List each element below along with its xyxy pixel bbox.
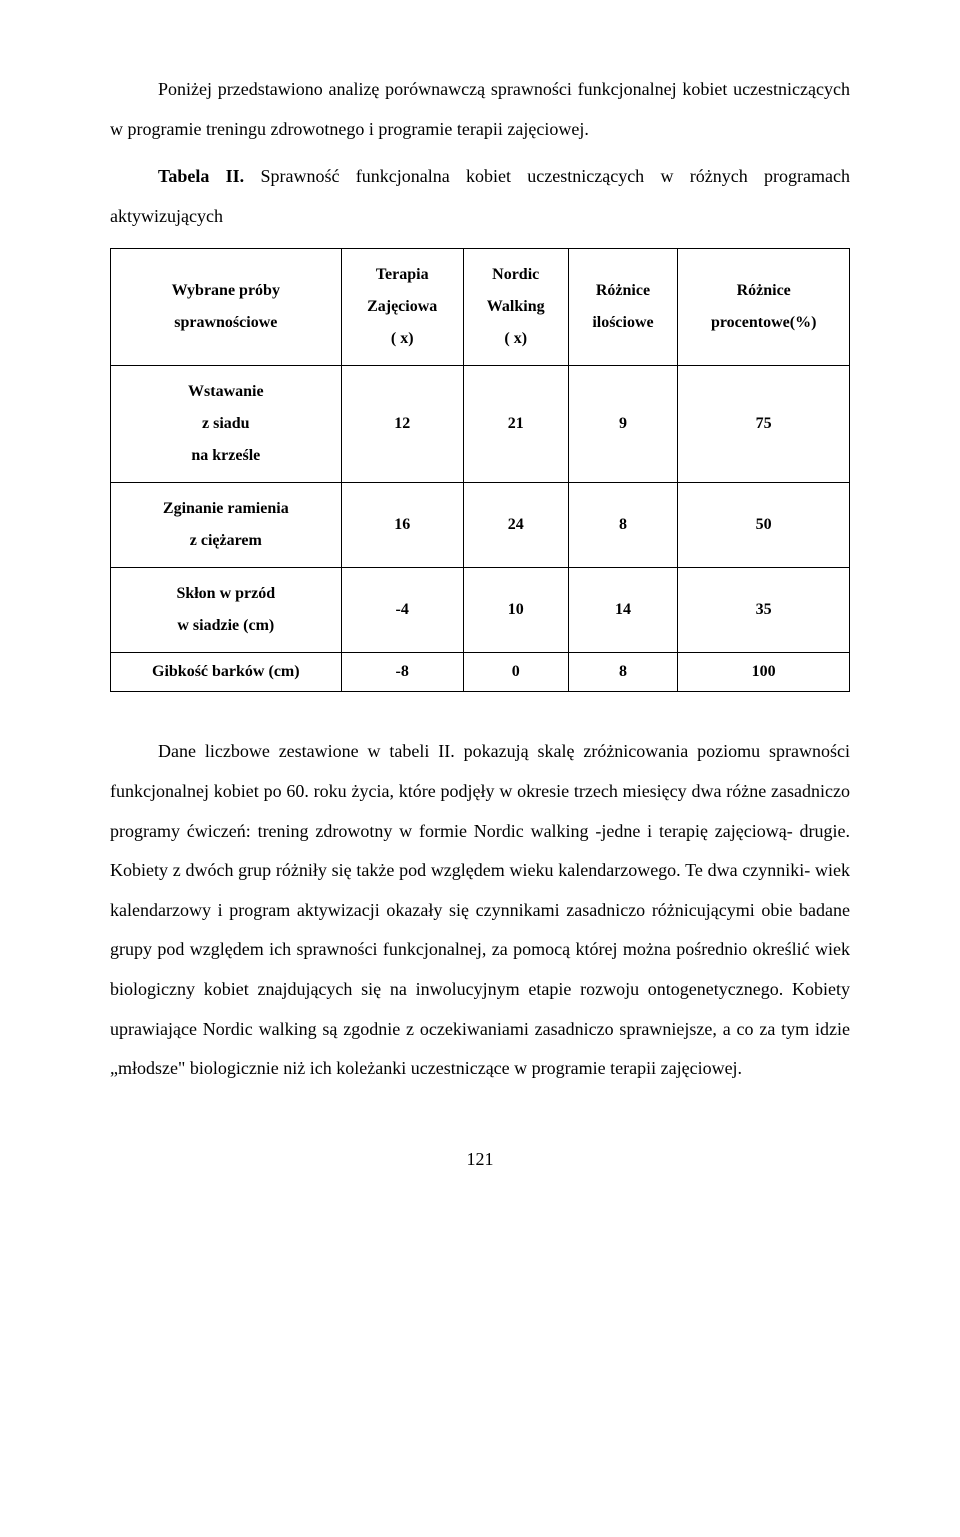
- header-col-4: Różnice procentowe(%): [678, 249, 850, 366]
- header-col-1-line2: Zajęciowa: [350, 291, 455, 323]
- table-row: Skłon w przód w siadzie (cm) -4 10 14 35: [111, 568, 850, 653]
- row-0-v2: 21: [463, 366, 568, 483]
- header-col-0: Wybrane próby sprawnościowe: [111, 249, 342, 366]
- row-0-v1: 12: [341, 366, 463, 483]
- header-col-1: Terapia Zajęciowa ( x): [341, 249, 463, 366]
- header-col-2-line3: ( x): [472, 323, 560, 355]
- table-caption-prefix: Tabela II.: [158, 166, 244, 186]
- row-2-v2: 10: [463, 568, 568, 653]
- row-2-label-line1: Skłon w przód: [119, 578, 333, 610]
- row-2-label: Skłon w przód w siadzie (cm): [111, 568, 342, 653]
- header-col-2-line2: Walking: [472, 291, 560, 323]
- row-0-v4: 75: [678, 366, 850, 483]
- header-col-1-line3: ( x): [350, 323, 455, 355]
- row-2-label-line2: w siadzie (cm): [119, 610, 333, 642]
- row-2-v4: 35: [678, 568, 850, 653]
- row-2-v1: -4: [341, 568, 463, 653]
- body-paragraph: Dane liczbowe zestawione w tabeli II. po…: [110, 732, 850, 1088]
- table-row: Wstawanie z siadu na krześle 12 21 9 75: [111, 366, 850, 483]
- row-1-label-line1: Zginanie ramienia: [119, 493, 333, 525]
- row-0-label: Wstawanie z siadu na krześle: [111, 366, 342, 483]
- row-1-v2: 24: [463, 483, 568, 568]
- row-1-label: Zginanie ramienia z ciężarem: [111, 483, 342, 568]
- table-caption: Tabela II. Sprawność funkcjonalna kobiet…: [110, 157, 850, 236]
- header-col-3-line2: ilościowe: [577, 307, 670, 339]
- row-0-v3: 9: [568, 366, 678, 483]
- row-1-label-line2: z ciężarem: [119, 525, 333, 557]
- row-1-v4: 50: [678, 483, 850, 568]
- table-row: Gibkość barków (cm) -8 0 8 100: [111, 653, 850, 692]
- row-3-v2: 0: [463, 653, 568, 692]
- row-0-label-line1: Wstawanie: [119, 376, 333, 408]
- row-2-v3: 14: [568, 568, 678, 653]
- page-number: 121: [110, 1149, 850, 1170]
- intro-paragraph: Poniżej przedstawiono analizę porównawcz…: [110, 70, 850, 149]
- row-3-v3: 8: [568, 653, 678, 692]
- header-col-4-line2: procentowe(%): [686, 307, 841, 339]
- header-col-3-line1: Różnice: [577, 275, 670, 307]
- table-row: Zginanie ramienia z ciężarem 16 24 8 50: [111, 483, 850, 568]
- row-3-label-line1: Gibkość barków (cm): [119, 663, 333, 681]
- header-col-4-line1: Różnice: [686, 275, 841, 307]
- header-col-0-line1: Wybrane próby: [119, 275, 333, 307]
- row-0-label-line3: na krześle: [119, 440, 333, 472]
- row-3-v4: 100: [678, 653, 850, 692]
- header-col-0-line2: sprawnościowe: [119, 307, 333, 339]
- row-3-v1: -8: [341, 653, 463, 692]
- header-col-3: Różnice ilościowe: [568, 249, 678, 366]
- row-0-label-line2: z siadu: [119, 408, 333, 440]
- header-col-2: Nordic Walking ( x): [463, 249, 568, 366]
- data-table: Wybrane próby sprawnościowe Terapia Zaję…: [110, 248, 850, 692]
- header-col-2-line1: Nordic: [472, 259, 560, 291]
- table-header-row: Wybrane próby sprawnościowe Terapia Zaję…: [111, 249, 850, 366]
- row-1-v1: 16: [341, 483, 463, 568]
- header-col-1-line1: Terapia: [350, 259, 455, 291]
- row-3-label: Gibkość barków (cm): [111, 653, 342, 692]
- row-1-v3: 8: [568, 483, 678, 568]
